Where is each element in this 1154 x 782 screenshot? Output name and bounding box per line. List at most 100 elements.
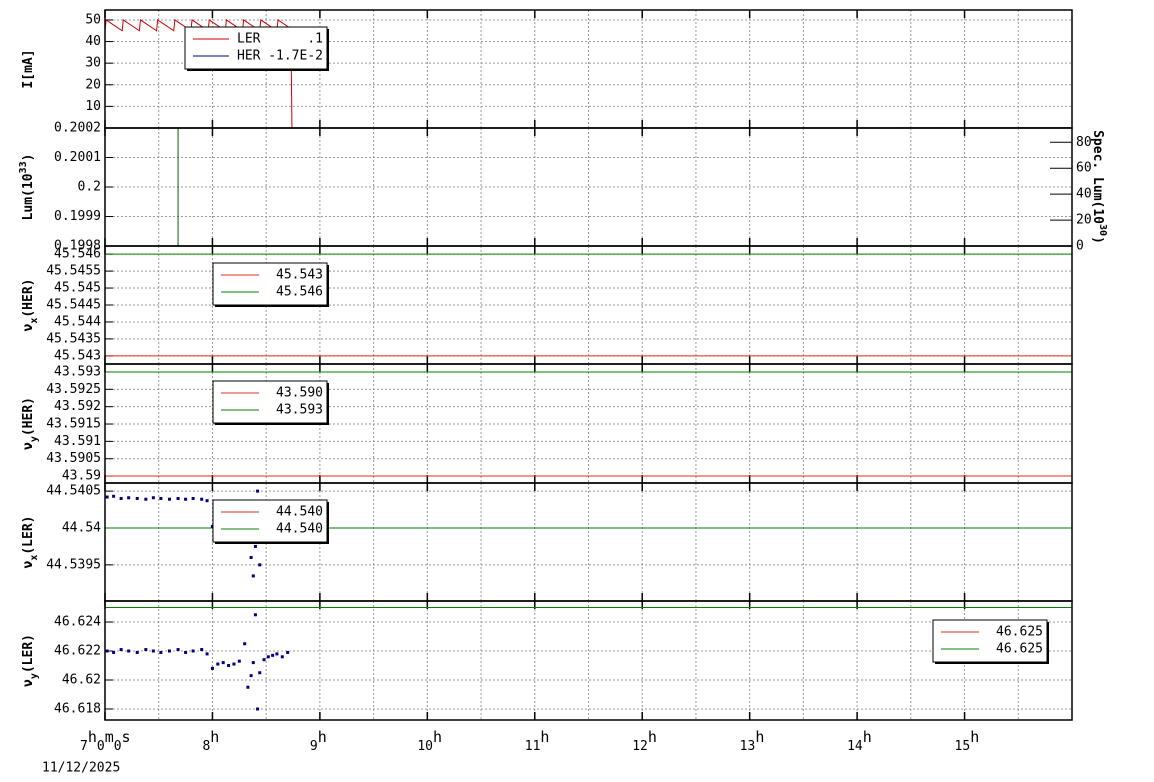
x-tick-label-part: h xyxy=(970,728,979,746)
scatter-point xyxy=(176,648,180,652)
x-tick-label-part: h xyxy=(755,728,764,746)
scatter-point xyxy=(266,655,270,659)
y-tick-label: 0.2 xyxy=(78,180,101,195)
scatter-point xyxy=(151,496,155,500)
x-tick-label-part: 9 xyxy=(310,739,318,754)
y-tick-label: 44.5395 xyxy=(46,557,101,572)
x-tick-label: 12h xyxy=(632,728,657,754)
y-tick-label: 45.545 xyxy=(54,281,101,296)
x-tick-label: 15h xyxy=(955,728,980,754)
y-tick-label: 46.62 xyxy=(62,672,101,687)
legend-value: .1 xyxy=(307,32,323,47)
scatter-point xyxy=(135,650,139,654)
legend-label: LER xyxy=(237,32,261,47)
y-axis-label-part: (LER) xyxy=(21,634,36,673)
x-tick-label: 14h xyxy=(847,728,872,754)
scatter-point xyxy=(191,649,195,653)
x-tick-label-part: 0 xyxy=(97,739,105,754)
y-tick-label: 43.592 xyxy=(54,399,101,414)
y-tick-label: 46.624 xyxy=(54,615,101,630)
x-tick-label-part: 14 xyxy=(847,739,863,754)
scatter-point xyxy=(227,664,231,668)
x-tick-label-part: h xyxy=(210,728,219,746)
scatter-point xyxy=(262,658,266,662)
scatter-point xyxy=(144,497,148,501)
legend-box xyxy=(184,26,328,70)
x-tick-label: 10h xyxy=(417,728,442,754)
scatter-point xyxy=(237,659,241,663)
scatter-point xyxy=(151,649,155,653)
x-tick-label-part: 13 xyxy=(740,739,756,754)
scatter-point xyxy=(191,496,195,500)
legend-label: 45.543 xyxy=(276,268,323,283)
y-tick-label: 46.618 xyxy=(54,701,101,716)
x-tick-label: 13h xyxy=(740,728,765,754)
legend-box xyxy=(212,380,328,424)
x-tick-label: 7h0m0s xyxy=(80,728,131,754)
y-tick-label: 45.546 xyxy=(54,247,101,262)
y2-tick-label: 60 xyxy=(1076,161,1092,176)
y-tick-label: 43.59 xyxy=(62,469,101,484)
y-tick-label: 0.2002 xyxy=(54,121,101,136)
scatter-point xyxy=(159,650,163,654)
legend-label: 45.546 xyxy=(276,285,323,300)
y-tick-label: 45.544 xyxy=(54,314,101,329)
scatter-point xyxy=(253,613,257,617)
legend-label: HER xyxy=(237,49,261,64)
scatter-point xyxy=(200,497,204,501)
scatter-point xyxy=(280,655,284,659)
scatter-point xyxy=(258,563,262,567)
scatter-point xyxy=(105,495,109,499)
x-tick-label-part: h xyxy=(318,728,327,746)
y-axis-label-part: y xyxy=(29,673,40,679)
legend-box xyxy=(212,262,328,306)
y-tick-label: 0.1999 xyxy=(54,209,101,224)
y-tick-label: 20 xyxy=(85,77,101,92)
x-tick-label-part: 12 xyxy=(632,739,648,754)
y-tick-label: 45.5455 xyxy=(46,264,101,279)
legend-box xyxy=(212,499,328,543)
x-tick-label-part: h xyxy=(648,728,657,746)
y2-tick-label: 0 xyxy=(1076,239,1084,254)
scatter-point xyxy=(232,662,236,666)
scatter-point xyxy=(258,671,262,675)
legend-label: 46.625 xyxy=(996,625,1043,640)
x-tick-label-part: 0 xyxy=(114,739,122,754)
scatter-point xyxy=(144,648,148,652)
scatter-point xyxy=(112,494,116,498)
scatter-point xyxy=(271,653,275,657)
plot-frame xyxy=(104,600,1073,721)
legend-label: 43.590 xyxy=(276,386,323,401)
y-tick-label: 45.543 xyxy=(54,348,101,363)
y-axis-label-part: ν xyxy=(21,561,36,569)
y-tick-label: 45.5445 xyxy=(46,298,101,313)
scatter-point xyxy=(205,652,209,656)
y2-tick-label: 20 xyxy=(1076,213,1092,228)
y-axis-label-part: x xyxy=(29,555,40,561)
x-tick-label-part: h xyxy=(88,728,97,746)
y-tick-label: 46.622 xyxy=(54,644,101,659)
x-date-label: 11/12/2025 xyxy=(42,761,120,776)
y-axis-label: I[mA] xyxy=(21,49,36,88)
y-axis-label: νy(HER) xyxy=(21,397,40,450)
x-tick-label: 8h xyxy=(202,728,219,754)
scatter-point xyxy=(210,666,214,670)
y-tick-label: 44.54 xyxy=(62,520,101,535)
scatter-point xyxy=(256,707,260,711)
legend-value: -1.7E-2 xyxy=(268,49,323,64)
y-axis-label-part: (HER) xyxy=(21,397,36,436)
y-tick-label: 44.5405 xyxy=(46,484,101,499)
scatter-point xyxy=(200,648,204,652)
x-tick-label-part: h xyxy=(433,728,442,746)
legend-label: 46.625 xyxy=(996,642,1043,657)
y-tick-label: 43.593 xyxy=(54,364,101,379)
y-axis-label: νx(LER) xyxy=(21,516,40,569)
y-tick-label: 50 xyxy=(85,12,101,27)
scatter-point xyxy=(127,496,131,500)
x-tick-label-part: 11 xyxy=(525,739,541,754)
scatter-point xyxy=(246,685,250,689)
y-tick-label: 43.5915 xyxy=(46,417,101,432)
y-axis-label-part: (HER) xyxy=(21,279,36,318)
y-axis-label-part: (LER) xyxy=(21,516,36,555)
